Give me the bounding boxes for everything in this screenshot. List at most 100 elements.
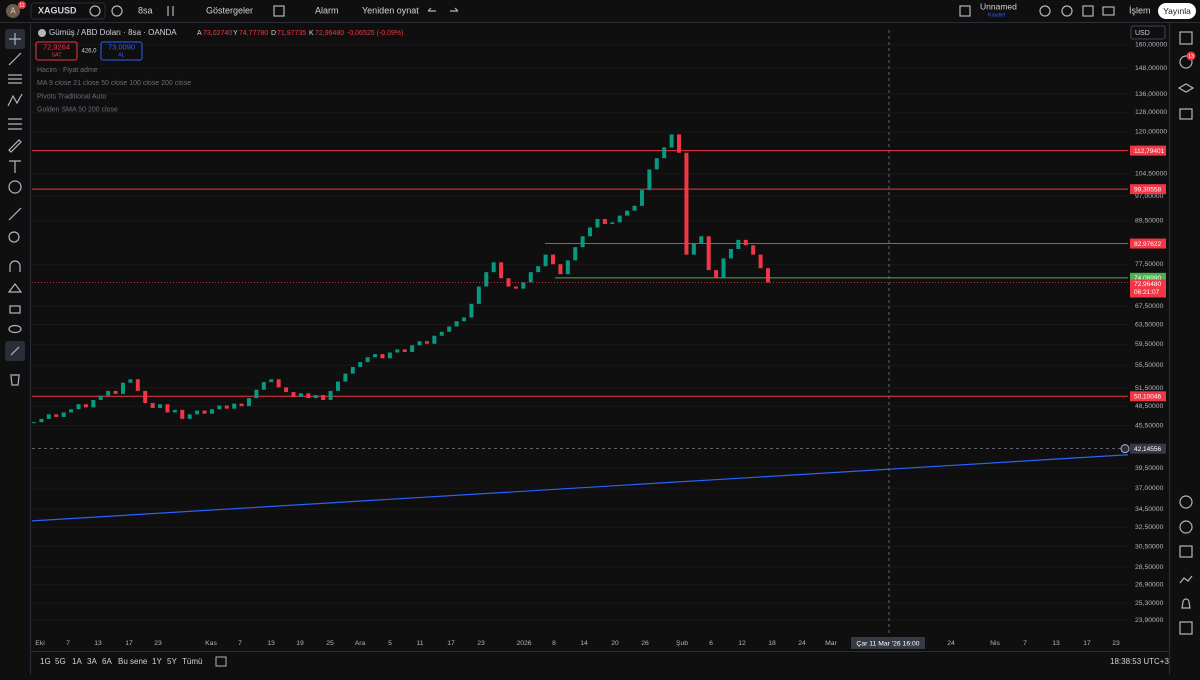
currency-box[interactable] [1130, 25, 1166, 40]
hide-tool[interactable] [8, 324, 22, 334]
range-button[interactable]: 6A [102, 657, 112, 666]
layers-icon[interactable] [1177, 83, 1195, 93]
symbol-logo [38, 29, 46, 37]
price-tick-label: 97,00000 [1135, 193, 1164, 200]
symbol-eye[interactable] [89, 5, 101, 17]
alerts-icon[interactable] [1179, 55, 1193, 69]
trendline-tool[interactable] [8, 52, 22, 66]
candle [439, 331, 444, 336]
redo[interactable] [450, 7, 459, 12]
ohlc-c-key: K [309, 30, 314, 37]
crosshair-tool[interactable] [9, 33, 21, 45]
signal-icon[interactable] [1179, 520, 1193, 534]
price-tick-label: 67,50000 [1135, 303, 1164, 310]
date-range-icon[interactable] [215, 656, 227, 667]
indicator-legend[interactable]: Hacim · Fiyat adme [37, 67, 98, 74]
candle [335, 381, 340, 391]
candle [617, 215, 622, 223]
brush-tool[interactable] [8, 139, 22, 153]
pattern-tool[interactable] [7, 93, 23, 107]
price-tick-label: 128,00000 [1135, 109, 1167, 116]
date-label: 7 [238, 640, 242, 647]
link-tool[interactable] [10, 346, 20, 356]
search[interactable] [1039, 5, 1051, 17]
price-tick-label: 120,00000 [1135, 129, 1167, 136]
candle [276, 379, 281, 388]
level-price-tag [1130, 184, 1166, 195]
candle [565, 260, 570, 275]
lock-tool[interactable] [9, 305, 21, 314]
range-button[interactable]: 1G [40, 657, 51, 666]
range-button[interactable]: 5Y [167, 657, 177, 666]
chart-type[interactable] [167, 6, 174, 16]
range-button[interactable]: 3A [87, 657, 97, 666]
price-tick-label: 39,50000 [1135, 465, 1164, 472]
candle [536, 266, 541, 273]
date-label: 14 [580, 640, 588, 647]
date-label: 23 [477, 640, 485, 647]
delete-tool[interactable] [10, 374, 20, 386]
buy-button[interactable] [100, 41, 143, 61]
fib-tool[interactable] [8, 74, 22, 84]
candle [758, 254, 763, 269]
draw-mode-tool[interactable] [7, 283, 23, 293]
candle [113, 390, 118, 394]
compare-button[interactable] [111, 5, 123, 17]
publish-button[interactable] [1158, 3, 1196, 19]
indicator-legend[interactable]: Golden SMA 50 200 close [37, 107, 118, 114]
crosshair-plus[interactable] [1120, 444, 1130, 454]
candle [706, 236, 711, 271]
settings[interactable] [1061, 5, 1073, 17]
layout-check[interactable] [959, 5, 971, 17]
ohlc-h-key: Y [233, 30, 238, 37]
date-label: 6 [709, 640, 713, 647]
undo[interactable] [427, 7, 436, 12]
price-tick-label: 148,00000 [1135, 65, 1167, 72]
text-tool[interactable] [9, 160, 21, 173]
date-label: 24 [798, 640, 806, 647]
range-button[interactable]: 5G [55, 657, 66, 666]
alarm-button[interactable]: Alarm [315, 5, 339, 15]
help-icon[interactable] [1179, 621, 1193, 635]
fullscreen[interactable] [1082, 5, 1094, 17]
level-price-label: 74,08990 [1134, 275, 1161, 282]
zoom-tool[interactable] [8, 231, 20, 243]
bell-icon[interactable] [1181, 598, 1191, 609]
candle [513, 286, 518, 289]
candle [454, 321, 459, 327]
date-label: 23 [1112, 640, 1120, 647]
ruler-tool[interactable] [8, 207, 22, 221]
candle [261, 382, 266, 390]
range-button[interactable]: Tümü [182, 657, 202, 666]
symbol-box[interactable] [30, 2, 106, 20]
candle [98, 395, 103, 400]
target-icon[interactable] [1179, 495, 1193, 509]
range-button[interactable]: 1Y [152, 657, 162, 666]
templates[interactable] [273, 5, 285, 17]
projection-tool[interactable] [8, 118, 22, 130]
watchlist-icon[interactable] [1179, 31, 1193, 45]
layout-name: Unnamed [980, 1, 1017, 11]
date-label: 25 [326, 640, 334, 647]
snapshot[interactable] [1102, 6, 1115, 16]
price-tick-label: 37,00000 [1135, 485, 1164, 492]
range-button[interactable]: 1A [72, 657, 82, 666]
level-price-tag [1130, 391, 1166, 402]
indicator-legend[interactable]: MA 9 close 21 close 50 close 100 close 2… [37, 80, 191, 87]
replay-button[interactable]: Yeniden oynat [362, 5, 419, 15]
emoji-tool[interactable] [8, 180, 22, 194]
indicator-legend[interactable]: Pivots Traditional Auto [37, 93, 106, 100]
magnet-tool[interactable] [9, 260, 21, 272]
candle [595, 218, 600, 228]
calendar-icon[interactable] [1179, 545, 1193, 558]
sell-button[interactable] [35, 41, 78, 61]
indicators-button[interactable]: Göstergeler [206, 5, 253, 15]
price-tick-label: 32,50000 [1135, 524, 1164, 531]
chat-icon[interactable] [1179, 108, 1193, 120]
date-label: Şub [676, 640, 688, 647]
trade-button[interactable]: İşlem [1129, 5, 1151, 15]
range-button[interactable]: Bu sene [118, 657, 148, 666]
interval[interactable]: 8sa [138, 5, 153, 15]
chart-icon[interactable] [1179, 575, 1193, 584]
